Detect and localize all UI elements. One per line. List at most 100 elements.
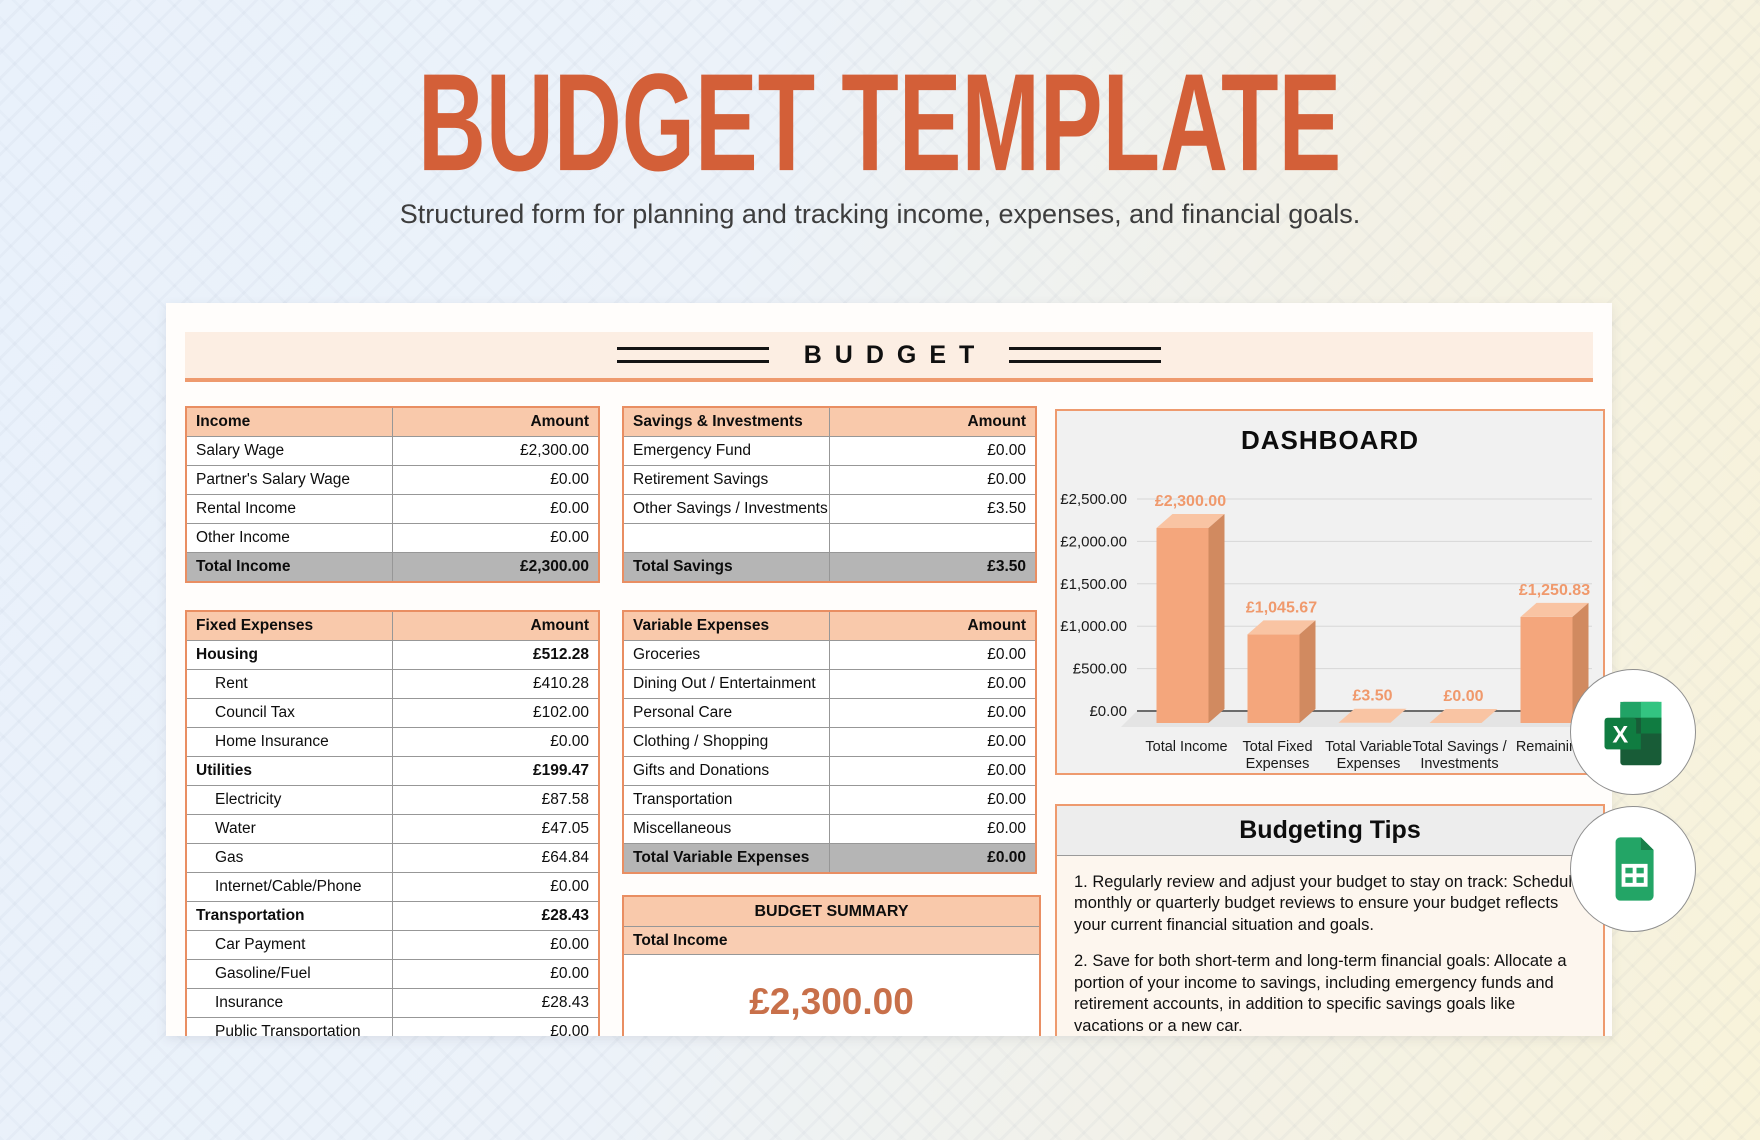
column-header-amount[interactable]: Amount bbox=[392, 406, 600, 437]
bar-top bbox=[1520, 602, 1589, 617]
cell-label[interactable]: Retirement Savings bbox=[622, 465, 830, 495]
income-table: Income Amount Salary Wage £2,300.00 Partner'… bbox=[185, 406, 600, 583]
column-header-label[interactable]: Income bbox=[185, 406, 393, 437]
total-amount[interactable]: £0.00 bbox=[829, 843, 1037, 874]
cell-amount[interactable]: £0.00 bbox=[392, 727, 600, 757]
table-row: Utilities £199.47 bbox=[185, 756, 600, 786]
cell-amount[interactable]: £0.00 bbox=[829, 814, 1037, 844]
cell-label[interactable]: Housing bbox=[185, 640, 393, 670]
budget-summary-row-label[interactable]: Total Income bbox=[624, 927, 1039, 955]
cell-amount[interactable]: £0.00 bbox=[392, 523, 600, 553]
table-row: Gasoline/Fuel £0.00 bbox=[185, 959, 600, 989]
cell-amount[interactable]: £28.43 bbox=[392, 988, 600, 1018]
budget-summary-title: BUDGET SUMMARY bbox=[624, 897, 1039, 927]
cell-amount[interactable]: £2,300.00 bbox=[392, 436, 600, 466]
cell-amount[interactable] bbox=[829, 523, 1037, 553]
svg-text:£0.00: £0.00 bbox=[1089, 703, 1127, 720]
total-label[interactable]: Total Savings bbox=[622, 552, 830, 583]
column-header-label[interactable]: Savings & Investments bbox=[622, 406, 830, 437]
table-row: Gas £64.84 bbox=[185, 843, 600, 873]
cell-amount[interactable]: £0.00 bbox=[829, 756, 1037, 786]
category-label: Expenses bbox=[1337, 756, 1401, 771]
cell-label[interactable]: Rent bbox=[185, 669, 393, 699]
bar-top bbox=[1429, 709, 1498, 723]
cell-label[interactable]: Transportation bbox=[185, 901, 393, 931]
table-row: Public Transportation £0.00 bbox=[185, 1017, 600, 1036]
total-amount[interactable]: £3.50 bbox=[829, 552, 1037, 583]
cell-label[interactable]: Gas bbox=[185, 843, 393, 873]
cell-amount[interactable]: £0.00 bbox=[392, 494, 600, 524]
cell-label[interactable]: Personal Care bbox=[622, 698, 830, 728]
cell-amount[interactable]: £28.43 bbox=[392, 901, 600, 931]
cell-amount[interactable]: £47.05 bbox=[392, 814, 600, 844]
column-header-label[interactable]: Variable Expenses bbox=[622, 610, 830, 641]
cell-label[interactable]: Dining Out / Entertainment bbox=[622, 669, 830, 699]
cell-label[interactable]: Home Insurance bbox=[185, 727, 393, 757]
cell-amount[interactable]: £0.00 bbox=[392, 930, 600, 960]
cell-label[interactable]: Council Tax bbox=[185, 698, 393, 728]
cell-label[interactable]: Electricity bbox=[185, 785, 393, 815]
cell-label[interactable]: Transportation bbox=[622, 785, 830, 815]
google-sheets-badge[interactable] bbox=[1570, 806, 1696, 932]
cell-amount[interactable]: £0.00 bbox=[829, 698, 1037, 728]
excel-badge[interactable]: X bbox=[1570, 669, 1696, 795]
cell-amount[interactable]: £410.28 bbox=[392, 669, 600, 699]
total-label[interactable]: Total Income bbox=[185, 552, 393, 583]
cell-label[interactable]: Internet/Cable/Phone bbox=[185, 872, 393, 902]
cell-amount[interactable]: £87.58 bbox=[392, 785, 600, 815]
cell-amount[interactable]: £0.00 bbox=[829, 785, 1037, 815]
dashboard-chart[interactable]: DASHBOARD £0.00 £500.00 £1,000.00 £1,500.00 £… bbox=[1057, 411, 1603, 772]
cell-amount[interactable]: £0.00 bbox=[392, 872, 600, 902]
cell-amount[interactable]: £102.00 bbox=[392, 698, 600, 728]
svg-text:£1,500.00: £1,500.00 bbox=[1060, 576, 1127, 593]
column-header-amount[interactable]: Amount bbox=[392, 610, 600, 641]
cell-amount[interactable]: £3.50 bbox=[829, 494, 1037, 524]
cell-label[interactable]: Emergency Fund bbox=[622, 436, 830, 466]
cell-label[interactable]: Other Income bbox=[185, 523, 393, 553]
cell-amount[interactable]: £512.28 bbox=[392, 640, 600, 670]
cell-label[interactable] bbox=[622, 523, 830, 553]
bar-front bbox=[1520, 616, 1573, 723]
cell-amount[interactable]: £0.00 bbox=[829, 436, 1037, 466]
cell-amount[interactable]: £199.47 bbox=[392, 756, 600, 786]
table-row: Home Insurance £0.00 bbox=[185, 727, 600, 757]
table-row: Retirement Savings £0.00 bbox=[622, 465, 1037, 495]
cell-label[interactable]: Rental Income bbox=[185, 494, 393, 524]
cell-label[interactable]: Insurance bbox=[185, 988, 393, 1018]
cell-label[interactable]: Gifts and Donations bbox=[622, 756, 830, 786]
savings-table: Savings & Investments Amount Emergency Fun… bbox=[622, 406, 1037, 583]
cell-amount[interactable]: £0.00 bbox=[392, 1017, 600, 1036]
cell-label[interactable]: Gasoline/Fuel bbox=[185, 959, 393, 989]
cell-label[interactable]: Clothing / Shopping bbox=[622, 727, 830, 757]
cell-amount[interactable]: £0.00 bbox=[392, 959, 600, 989]
bar-value-label: £3.50 bbox=[1352, 688, 1392, 705]
column-header-label[interactable]: Fixed Expenses bbox=[185, 610, 393, 641]
cell-label[interactable]: Partner's Salary Wage bbox=[185, 465, 393, 495]
cell-label[interactable]: Car Payment bbox=[185, 930, 393, 960]
cell-label[interactable]: Utilities bbox=[185, 756, 393, 786]
cell-amount[interactable]: £0.00 bbox=[392, 465, 600, 495]
svg-text:X: X bbox=[1612, 721, 1628, 748]
column-header-amount[interactable]: Amount bbox=[829, 406, 1037, 437]
cell-amount[interactable]: £0.00 bbox=[829, 640, 1037, 670]
cell-amount[interactable]: £0.00 bbox=[829, 465, 1037, 495]
table-row: Salary Wage £2,300.00 bbox=[185, 436, 600, 466]
table-row: Transportation £28.43 bbox=[185, 901, 600, 931]
cell-label[interactable]: Groceries bbox=[622, 640, 830, 670]
bar-top bbox=[1338, 708, 1407, 723]
cell-amount[interactable]: £0.00 bbox=[829, 727, 1037, 757]
bar-top bbox=[1156, 513, 1225, 528]
total-label[interactable]: Total Variable Expenses bbox=[622, 843, 830, 874]
column-header-amount[interactable]: Amount bbox=[829, 610, 1037, 641]
fixed-expenses-table: Fixed Expenses Amount Housing £512.28 Rent £4… bbox=[185, 610, 600, 1036]
cell-label[interactable]: Public Transportation bbox=[185, 1017, 393, 1036]
bar-side bbox=[1208, 513, 1225, 723]
cell-amount[interactable]: £0.00 bbox=[829, 669, 1037, 699]
cell-label[interactable]: Salary Wage bbox=[185, 436, 393, 466]
cell-label[interactable]: Miscellaneous bbox=[622, 814, 830, 844]
cell-label[interactable]: Water bbox=[185, 814, 393, 844]
cell-amount[interactable]: £64.84 bbox=[392, 843, 600, 873]
cell-label[interactable]: Other Savings / Investments bbox=[622, 494, 830, 524]
table-row: Electricity £87.58 bbox=[185, 785, 600, 815]
total-amount[interactable]: £2,300.00 bbox=[392, 552, 600, 583]
